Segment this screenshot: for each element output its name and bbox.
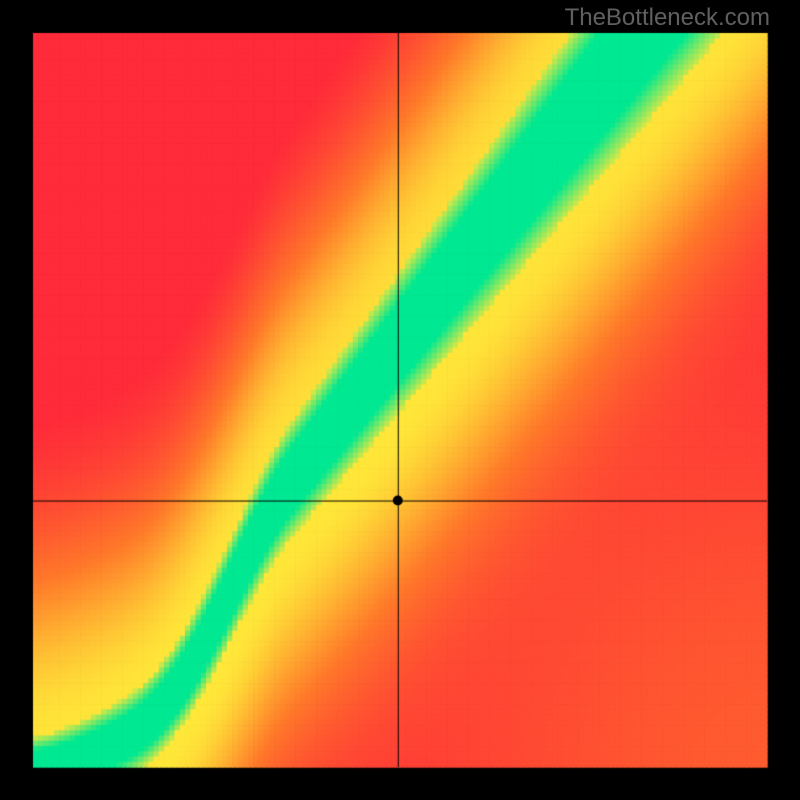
watermark-text: TheBottleneck.com bbox=[565, 4, 770, 32]
chart-container: TheBottleneck.com bbox=[0, 0, 800, 800]
bottleneck-heatmap bbox=[0, 0, 800, 800]
